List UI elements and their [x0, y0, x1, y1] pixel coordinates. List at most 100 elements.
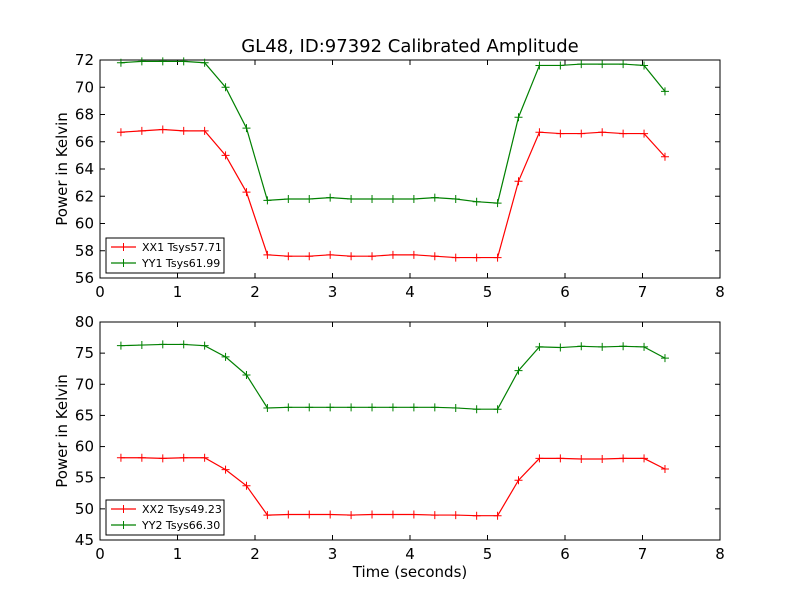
data-point [200, 453, 209, 462]
data-point [179, 126, 188, 135]
y-tick-label: 70 [75, 78, 94, 96]
x-tick-label: 0 [95, 545, 105, 563]
y-tick-label: 56 [75, 269, 94, 287]
data-point [514, 476, 523, 485]
data-point [556, 454, 565, 463]
data-point [493, 405, 502, 414]
data-point [493, 511, 502, 520]
data-point [598, 128, 607, 137]
data-point [409, 403, 418, 412]
legend-box [105, 499, 225, 536]
data-point [179, 453, 188, 462]
data-point [514, 113, 523, 122]
data-point [430, 511, 439, 520]
x-tick-label: 7 [638, 545, 648, 563]
y-tick-label: 68 [75, 106, 94, 124]
data-point [514, 366, 523, 375]
data-point [493, 199, 502, 208]
data-point [577, 129, 586, 138]
data-point [472, 197, 481, 206]
data-point [388, 250, 397, 259]
data-point [137, 453, 146, 462]
x-tick-label: 0 [95, 283, 105, 301]
data-point [158, 340, 167, 349]
data-point [305, 194, 314, 203]
data-point [242, 124, 251, 133]
y-tick-label: 60 [75, 438, 94, 456]
data-point [347, 194, 356, 203]
data-point [514, 177, 523, 186]
legend-label: YY2 Tsys66.30 [141, 519, 220, 532]
y-tick-label: 50 [75, 500, 94, 518]
data-point [221, 151, 230, 160]
data-point [242, 188, 251, 197]
data-point [619, 129, 628, 138]
data-point [430, 252, 439, 261]
data-point [577, 342, 586, 351]
data-point [430, 193, 439, 202]
data-point [326, 250, 335, 259]
data-point [305, 510, 314, 519]
y-tick-label: 75 [75, 344, 94, 362]
data-point [619, 342, 628, 351]
x-tick-label: 3 [328, 283, 338, 301]
data-point [116, 341, 125, 350]
x-tick-label: 1 [173, 283, 183, 301]
data-point [137, 57, 146, 66]
data-point [660, 354, 669, 363]
y-tick-label: 65 [75, 406, 94, 424]
data-point [368, 252, 377, 261]
data-point [221, 465, 230, 474]
data-point [326, 193, 335, 202]
data-point [368, 194, 377, 203]
legend: XX2 Tsys49.23 YY2 Tsys66.30 [105, 499, 225, 536]
legend-marker [119, 505, 128, 513]
data-point [409, 194, 418, 203]
data-point [619, 60, 628, 69]
y-tick-label: 66 [75, 133, 94, 151]
data-point [493, 253, 502, 262]
data-point [242, 370, 251, 379]
data-point [179, 340, 188, 349]
data-point [598, 60, 607, 69]
x-tick-label: 8 [715, 545, 725, 563]
x-tick-label: 1 [173, 545, 183, 563]
data-point [158, 57, 167, 66]
x-tick-label: 5 [483, 283, 493, 301]
data-point [284, 403, 293, 412]
data-point [660, 87, 669, 96]
legend-marker [119, 243, 128, 251]
data-point [640, 61, 649, 70]
data-point [535, 454, 544, 463]
data-point [451, 194, 460, 203]
data-point [200, 126, 209, 135]
data-point [326, 403, 335, 412]
data-point [640, 454, 649, 463]
data-point [116, 128, 125, 137]
y-tick-label: 64 [75, 160, 94, 178]
data-point [556, 343, 565, 352]
data-point [221, 352, 230, 361]
data-point [409, 510, 418, 519]
data-point [451, 253, 460, 262]
legend-marker [119, 259, 128, 267]
legend-label: YY1 Tsys61.99 [141, 257, 220, 270]
x-tick-label: 5 [483, 545, 493, 563]
y-tick-label: 55 [75, 469, 94, 487]
data-point [347, 511, 356, 520]
figure-title: GL48, ID:97392 Calibrated Amplitude [241, 36, 579, 57]
legend: XX1 Tsys57.71 YY1 Tsys61.99 [105, 237, 225, 274]
data-point [263, 250, 272, 259]
data-point [368, 510, 377, 519]
data-point [451, 511, 460, 520]
data-point [368, 403, 377, 412]
data-point [284, 194, 293, 203]
legend-box [105, 237, 225, 274]
data-point [472, 253, 481, 262]
data-point [326, 510, 335, 519]
data-point [556, 61, 565, 70]
data-point [388, 510, 397, 519]
data-point [430, 403, 439, 412]
data-point [347, 403, 356, 412]
